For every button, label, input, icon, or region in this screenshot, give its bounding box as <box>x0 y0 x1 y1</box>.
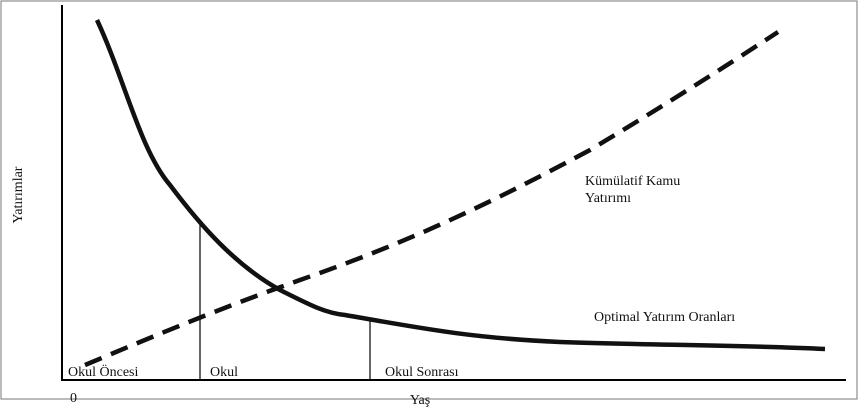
stage-label: Okul Öncesi <box>68 363 138 380</box>
frame <box>0 0 858 400</box>
curve-label: Yatırımı <box>585 191 631 206</box>
cumulative-curve <box>84 30 780 368</box>
curve-label: Kümülatif Kamu <box>585 174 680 189</box>
stage-label: Okul <box>210 365 238 380</box>
origin-label: 0 <box>70 391 77 406</box>
optimal-curve <box>94 19 826 352</box>
y-axis-label: Yatırımlar <box>11 166 26 223</box>
curve-label: Optimal Yatırım Oranları <box>594 310 735 325</box>
x-axis-label: Yaş <box>410 393 430 408</box>
stage-label: Okul Sonrası <box>385 365 459 380</box>
